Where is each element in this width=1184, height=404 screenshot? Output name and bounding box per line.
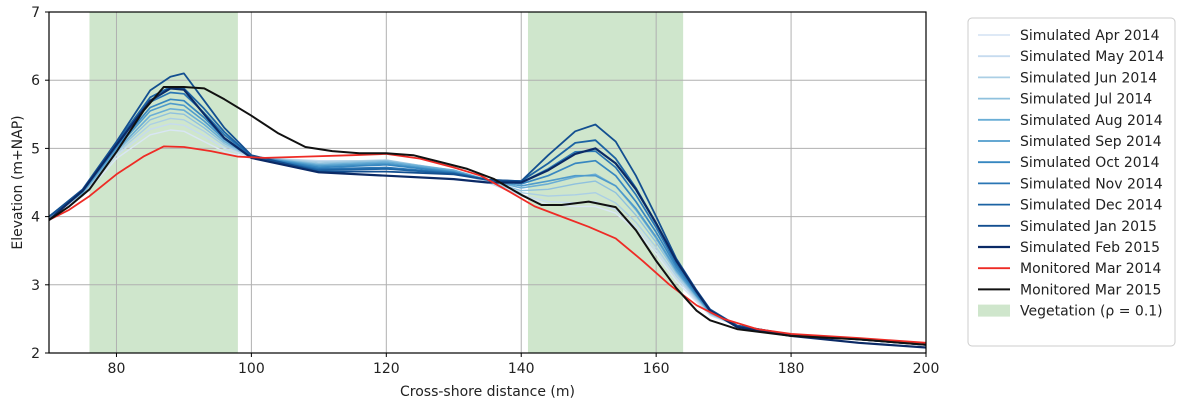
x-tick-label: 200 — [913, 361, 940, 377]
legend-label: Simulated Apr 2014 — [1020, 28, 1160, 44]
y-tick-label: 3 — [31, 278, 40, 294]
legend-box — [967, 17, 1176, 347]
legend-label: Monitored Mar 2014 — [1020, 261, 1161, 277]
series-line-11 — [49, 87, 926, 349]
legend-label: Vegetation (ρ = 0.1) — [1020, 304, 1163, 320]
x-tick-label: 80 — [108, 361, 126, 377]
y-tick-label: 6 — [31, 73, 40, 89]
legend-label: Monitored Mar 2015 — [1020, 282, 1161, 298]
legend-label: Simulated Dec 2014 — [1020, 198, 1162, 214]
legend-label: Simulated Jul 2014 — [1020, 92, 1152, 108]
legend-label: Simulated Jun 2014 — [1020, 70, 1157, 86]
x-tick-label: 180 — [778, 361, 805, 377]
legend: Simulated Apr 2014 Simulated May 2014 Simu… — [967, 17, 1176, 347]
legend-label: Simulated Sep 2014 — [1020, 134, 1162, 150]
x-axis-label: Cross-shore distance (m) — [400, 384, 575, 400]
y-axis-label: Elevation (m+NAP) — [10, 115, 26, 249]
legend-label: Simulated Aug 2014 — [1020, 113, 1163, 129]
y-tick-label: 5 — [31, 141, 40, 157]
x-tick-label: 100 — [238, 361, 265, 377]
plot-frame — [48, 11, 927, 354]
y-tick-label: 4 — [31, 210, 40, 226]
x-tick-label: 120 — [373, 361, 400, 377]
series-line-12 — [49, 145, 926, 344]
series-line-13 — [49, 86, 926, 346]
series-lines — [49, 72, 926, 349]
x-tick-label: 140 — [508, 361, 535, 377]
y-tick-label: 2 — [31, 346, 40, 362]
x-tick-label: 160 — [643, 361, 670, 377]
legend-label: Simulated Nov 2014 — [1020, 176, 1163, 192]
vegetation-band-1 — [89, 12, 238, 353]
legend-label: Simulated May 2014 — [1020, 49, 1164, 65]
legend-label: Simulated Oct 2014 — [1020, 155, 1160, 171]
y-tick-label: 7 — [31, 5, 40, 21]
legend-label: Simulated Feb 2015 — [1020, 240, 1160, 256]
axis-ticks: 80 100 120 140 160 180 200 2 3 4 5 6 7 — [31, 5, 939, 377]
legend-label: Simulated Jan 2015 — [1020, 219, 1157, 235]
vegetation-shading — [89, 12, 684, 353]
legend-patch — [978, 304, 1010, 317]
